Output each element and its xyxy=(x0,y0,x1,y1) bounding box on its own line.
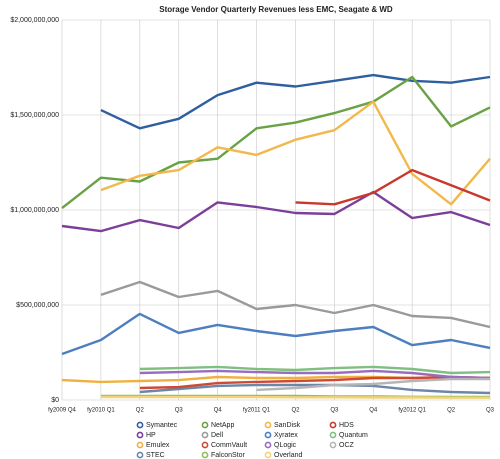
legend-label: STEC xyxy=(146,452,165,459)
series-line xyxy=(61,190,491,233)
legend-label: SanDisk xyxy=(274,422,301,429)
legend-marker xyxy=(136,451,144,459)
legend-label: QLogic xyxy=(274,442,297,449)
y-tick-label: $500,000,000 xyxy=(16,302,59,309)
series-line xyxy=(139,365,491,375)
legend-label: Emulex xyxy=(146,442,170,449)
legend-marker xyxy=(264,451,272,459)
legend-label: NetApp xyxy=(211,422,234,429)
legend-marker xyxy=(329,421,337,429)
y-tick-label: $1,500,000,000 xyxy=(10,112,59,119)
legend-marker xyxy=(329,431,337,439)
legend-label: HP xyxy=(146,432,156,439)
series-line xyxy=(100,100,491,206)
x-tick-label: Q2 xyxy=(291,408,300,414)
series-line xyxy=(100,280,491,329)
x-tick-label: fy2010 Q1 xyxy=(87,408,115,414)
series-line xyxy=(139,369,491,380)
legend-marker xyxy=(136,441,144,449)
legend-marker xyxy=(201,421,209,429)
x-tick-label: fy2012 Q1 xyxy=(398,408,426,414)
legend-label: OCZ xyxy=(339,442,355,449)
series-line xyxy=(139,383,491,395)
series-line xyxy=(256,377,490,392)
series-line xyxy=(61,75,491,210)
x-tick-label: Q2 xyxy=(136,408,145,414)
x-tick-label: fy2009 Q4 xyxy=(48,408,76,414)
y-tick-label: $2,000,000,000 xyxy=(10,17,59,24)
legend-label: Overland xyxy=(274,452,303,459)
legend-label: HDS xyxy=(339,422,354,429)
legend-marker xyxy=(201,441,209,449)
y-tick-label: $1,000,000,000 xyxy=(10,207,59,214)
legend-marker xyxy=(201,451,209,459)
legend-marker xyxy=(329,441,337,449)
series-line xyxy=(61,312,491,356)
legend-marker xyxy=(136,421,144,429)
legend-label: Xyratex xyxy=(274,432,298,439)
y-tick-label: $0 xyxy=(51,397,59,404)
legend-label: CommVault xyxy=(211,442,247,449)
legend-marker xyxy=(264,431,272,439)
series-line xyxy=(295,168,491,206)
series-line xyxy=(100,73,491,130)
x-tick-label: Q4 xyxy=(369,408,378,414)
x-tick-label: Q3 xyxy=(175,408,184,414)
x-tick-label: Q3 xyxy=(330,408,339,414)
series-line xyxy=(100,395,490,399)
x-tick-label: Q3 xyxy=(486,408,495,414)
legend-label: Quantum xyxy=(339,432,368,439)
legend-label: Dell xyxy=(211,432,224,439)
legend-label: FalconStor xyxy=(211,452,246,459)
chart-title: Storage Vendor Quarterly Revenues less E… xyxy=(159,5,393,14)
legend-marker xyxy=(264,421,272,429)
legend-marker xyxy=(136,431,144,439)
x-tick-label: Q2 xyxy=(447,408,456,414)
series-line xyxy=(139,375,491,390)
legend-marker xyxy=(201,431,209,439)
x-tick-label: fy2011 Q1 xyxy=(243,408,271,414)
legend-label: Symantec xyxy=(146,422,178,429)
x-tick-label: Q4 xyxy=(214,408,223,414)
legend-marker xyxy=(264,441,272,449)
